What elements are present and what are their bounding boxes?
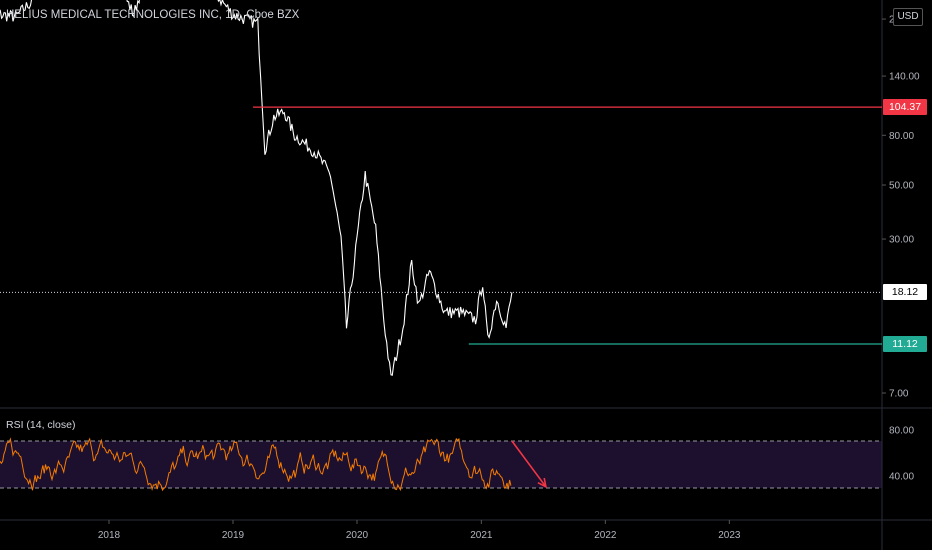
chart-title: HELIUS MEDICAL TECHNOLOGIES INC, 1D, Cbo… xyxy=(6,9,300,21)
rsi-arrow[interactable] xyxy=(511,440,547,488)
price-tick-label: 50.00 xyxy=(889,180,914,191)
x-tick-label: 2020 xyxy=(346,530,369,541)
price-series xyxy=(0,0,513,376)
rsi-arrow-head xyxy=(537,477,547,489)
price-tick-label: 80.00 xyxy=(889,131,914,142)
rsi-band xyxy=(0,440,882,489)
support-price-badge: 11.12 xyxy=(883,336,927,353)
annotations xyxy=(0,106,882,489)
resistance-price-badge: 104.37 xyxy=(883,99,927,116)
x-tick-label: 2022 xyxy=(594,530,617,541)
x-tick-label: 2019 xyxy=(222,530,245,541)
rsi-tick-label: 80.00 xyxy=(889,426,914,437)
currency-button[interactable]: USD xyxy=(893,8,923,26)
x-tick-label: 2018 xyxy=(98,530,121,541)
rsi-band-fill xyxy=(0,441,882,488)
rsi-label: RSI (14, close) xyxy=(6,419,76,431)
x-tick-label: 2021 xyxy=(470,530,493,541)
price-line xyxy=(0,0,513,376)
x-tick-label: 2023 xyxy=(718,530,741,541)
price-tick-label: 140.00 xyxy=(889,72,920,83)
last-price-badge: 18.12 xyxy=(883,284,927,301)
rsi-series xyxy=(0,437,512,492)
rsi-line xyxy=(0,437,512,492)
price-tick-label: 30.00 xyxy=(889,235,914,246)
price-tick-label: 7.00 xyxy=(889,389,909,400)
rsi-tick-label: 40.00 xyxy=(889,472,914,483)
